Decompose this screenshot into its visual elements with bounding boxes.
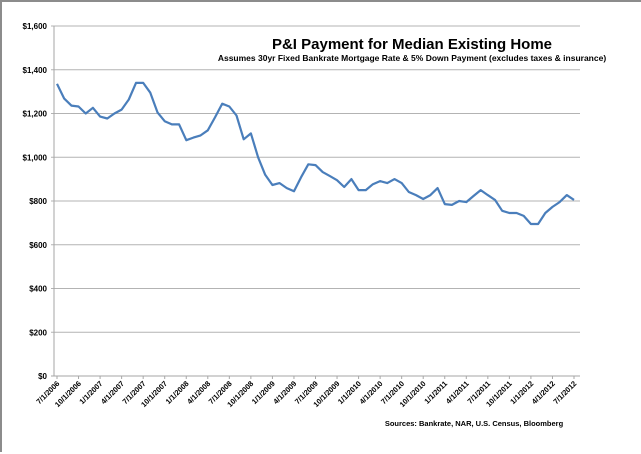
chart-title: P&I Payment for Median Existing Home [272, 36, 552, 53]
chart-source: Sources: Bankrate, NAR, U.S. Census, Blo… [385, 419, 564, 428]
y-tick-label: $0 [38, 372, 47, 381]
x-axis: 7/1/200610/1/20061/1/20074/1/20077/1/200… [34, 375, 580, 409]
gridlines [51, 25, 580, 333]
x-tick-label: 7/1/2012 [551, 379, 578, 406]
y-tick-label: $1,200 [23, 110, 48, 119]
y-axis: $0 $200 $400 $600 $800 $1,000 $1,200 $1,400 $1,6… [23, 22, 55, 381]
y-tick-label: $200 [29, 328, 47, 337]
y-tick-label: $1,600 [23, 22, 48, 31]
series-line-pi-payment [56, 81, 575, 226]
y-tick-label: $1,400 [23, 66, 48, 75]
y-tick-label: $600 [29, 241, 47, 250]
y-tick-label: $1,000 [23, 153, 48, 162]
y-tick-label: $400 [29, 285, 47, 294]
chart-subtitle: Assumes 30yr Fixed Bankrate Mortgage Rat… [218, 53, 606, 63]
y-tick-label: $800 [29, 197, 47, 206]
